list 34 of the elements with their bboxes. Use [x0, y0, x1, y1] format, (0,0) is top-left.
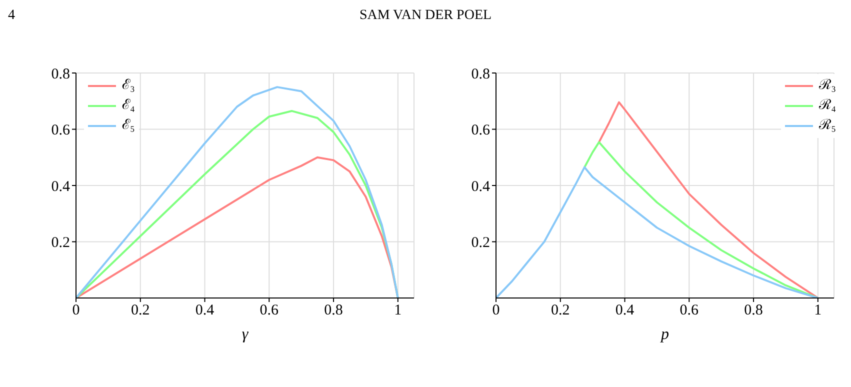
legend-label: ℰ₅ [122, 117, 135, 135]
x-axis-title: γ [242, 326, 249, 343]
legend-label: ℛ₃ [819, 77, 836, 95]
y-tick-label: 0.8 [51, 66, 70, 82]
x-tick-label: 0.6 [680, 302, 700, 319]
y-tick-label: 0.4 [471, 178, 490, 195]
y-tick-label: 0.2 [471, 235, 490, 252]
x-tick-label: 0.4 [195, 302, 215, 319]
x-tick-label: 1 [814, 302, 822, 319]
text: 4 [8, 8, 15, 24]
x-axis-title: p [660, 326, 669, 343]
y-tick-label: 0.8 [471, 66, 490, 82]
x-tick-label: 0.8 [324, 302, 343, 319]
line-series [584, 141, 819, 298]
line-series [496, 166, 819, 298]
x-tick-label: 0 [72, 302, 80, 319]
x-tick-label: 0.4 [615, 302, 635, 319]
y-tick-label: 0.2 [51, 235, 70, 252]
x-tick-label: 0 [492, 302, 500, 319]
line-series [598, 101, 819, 298]
legend-label: ℰ₄ [122, 97, 135, 115]
legend-label: ℛ₅ [819, 117, 836, 135]
legend-label: ℰ₃ [122, 77, 135, 95]
line-series [76, 156, 399, 298]
x-tick-label: 0.8 [744, 302, 763, 319]
x-tick-label: 0.2 [551, 302, 570, 319]
x-tick-label: 1 [394, 302, 402, 319]
x-tick-label: 0.6 [260, 302, 280, 319]
x-tick-label: 0.2 [131, 302, 150, 319]
y-tick-label: 0.6 [471, 122, 490, 139]
legend-label: ℛ₄ [819, 97, 836, 115]
y-tick-label: 0.6 [51, 122, 70, 139]
y-tick-label: 0.4 [51, 178, 70, 195]
text: SAM VAN DER POEL [359, 8, 492, 23]
